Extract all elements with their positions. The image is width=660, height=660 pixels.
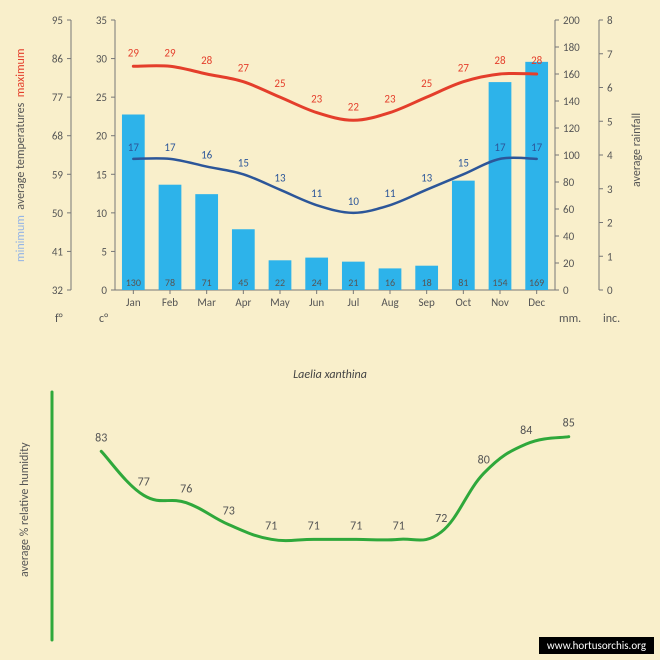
svg-text:71: 71 — [308, 519, 320, 533]
svg-text:80: 80 — [478, 453, 490, 467]
svg-text:76: 76 — [180, 483, 192, 497]
svg-text:77: 77 — [138, 475, 150, 489]
watermark: www.hortusorchis.org — [539, 637, 654, 654]
svg-text:71: 71 — [265, 519, 277, 533]
humidity-svg: 83 77 76 73 71 71 71 71 72 80 84 85 — [0, 0, 660, 660]
svg-text:84: 84 — [520, 424, 532, 438]
svg-text:71: 71 — [393, 519, 405, 533]
svg-text:85: 85 — [563, 417, 575, 431]
svg-text:83: 83 — [95, 431, 107, 445]
svg-text:71: 71 — [350, 519, 362, 533]
svg-text:72: 72 — [435, 512, 447, 526]
svg-text:73: 73 — [223, 505, 235, 519]
